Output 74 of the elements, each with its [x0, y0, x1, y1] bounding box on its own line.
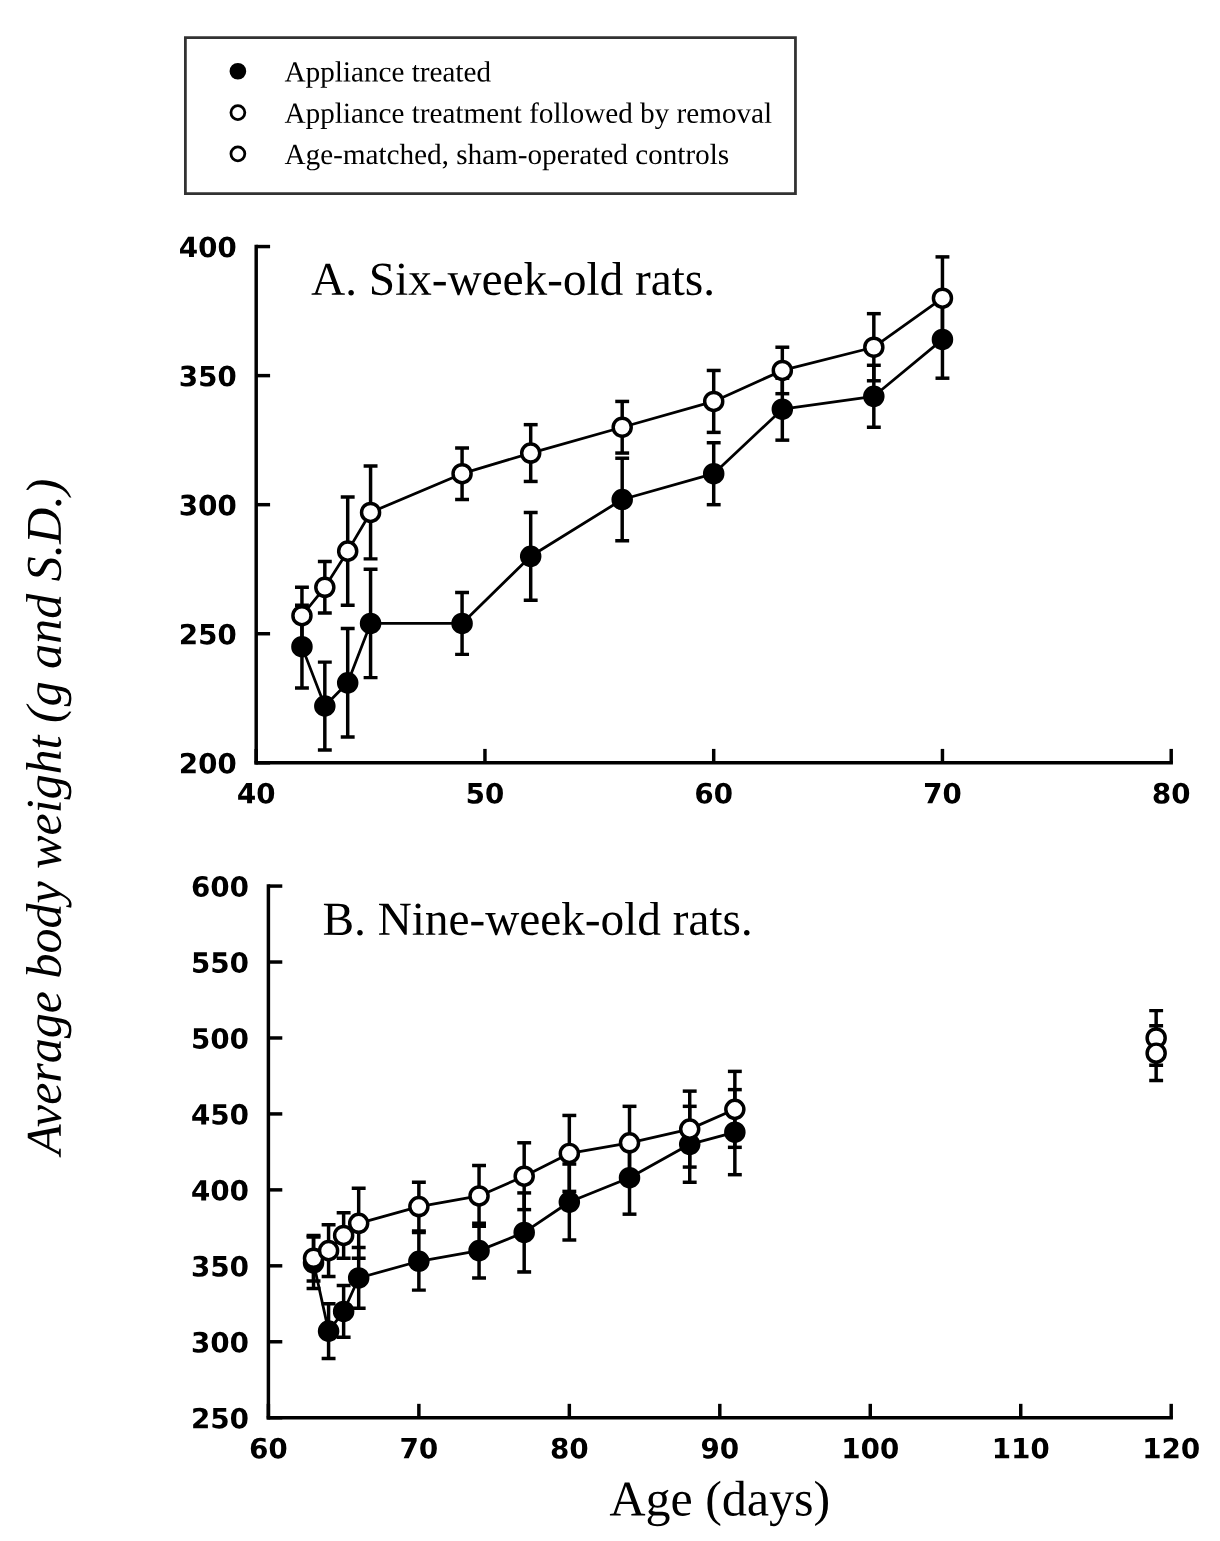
point: [558, 1142, 581, 1165]
point: [1145, 1042, 1167, 1064]
point: [931, 287, 954, 309]
y-tick-label: 350: [192, 1255, 248, 1277]
legend-label: Age-matched, sham-operated controls: [284, 143, 729, 171]
point: [724, 1098, 746, 1121]
point: [336, 540, 359, 562]
y-tick-label: 200: [180, 752, 236, 774]
y-tick-label: 350: [180, 365, 236, 387]
point: [291, 635, 313, 658]
point: [347, 1267, 370, 1289]
point: [863, 385, 885, 408]
x-tick-label: 100: [844, 1437, 898, 1459]
point: [291, 604, 313, 627]
point: [724, 1121, 746, 1143]
x-tick-label: 80: [551, 1437, 588, 1459]
y-axis-title: Average body weight (g and S.D.): [26, 480, 72, 1158]
y-tick-label: 550: [193, 951, 248, 973]
x-tick-label: 110: [994, 1437, 1049, 1459]
x-tick-label: 60: [696, 782, 732, 804]
y-tick-label: 300: [180, 494, 236, 516]
legend-label: Appliance treatment followed by removal: [284, 102, 772, 130]
y-tick-label: 500: [193, 1027, 248, 1049]
chart-title: A. Six-week-old rats.: [311, 262, 712, 296]
point: [408, 1195, 430, 1218]
point: [336, 672, 359, 694]
point: [332, 1224, 355, 1247]
point: [611, 416, 633, 439]
point: [618, 1132, 641, 1154]
point: [702, 390, 725, 413]
chart-title: B. Nine-week-old rats.: [323, 902, 750, 936]
point: [678, 1118, 701, 1140]
y-tick-label: 400: [180, 236, 236, 258]
y-tick-label: 600: [192, 876, 248, 898]
point: [359, 501, 382, 524]
y-tick-label: 400: [192, 1179, 248, 1201]
point: [451, 612, 473, 635]
y-tick-label: 300: [192, 1331, 248, 1353]
x-tick-label: 70: [924, 782, 961, 804]
x-tick-label: 70: [401, 1437, 437, 1459]
y-tick-label: 250: [180, 623, 236, 645]
point: [931, 328, 954, 351]
x-tick-label: 120: [1145, 1437, 1199, 1459]
x-tick-label: 60: [250, 1437, 287, 1459]
x-tick-label: 50: [467, 782, 503, 804]
point: [863, 336, 885, 358]
point: [468, 1239, 490, 1262]
point: [513, 1165, 535, 1187]
x-axis-title: Age (days): [609, 1480, 828, 1527]
point: [314, 576, 336, 599]
point: [314, 695, 336, 717]
point: [702, 462, 725, 485]
point: [513, 1221, 535, 1244]
point: [771, 359, 794, 382]
point: [359, 612, 382, 635]
point: [519, 442, 542, 464]
point: [468, 1185, 490, 1207]
point: [317, 1320, 340, 1342]
y-tick-label: 250: [193, 1407, 248, 1429]
x-tick-label: 40: [238, 782, 275, 804]
point: [332, 1300, 355, 1323]
point: [618, 1166, 641, 1189]
point: [451, 462, 473, 485]
y-tick-label: 450: [192, 1103, 248, 1125]
x-tick-label: 90: [701, 1437, 738, 1459]
point: [408, 1250, 430, 1273]
point: [771, 398, 794, 420]
point: [611, 488, 633, 511]
x-tick-label: 80: [1153, 782, 1190, 804]
point: [519, 545, 542, 568]
point: [347, 1212, 370, 1235]
point: [317, 1239, 340, 1262]
legend-label: Appliance treated: [284, 61, 491, 88]
point: [558, 1191, 581, 1213]
